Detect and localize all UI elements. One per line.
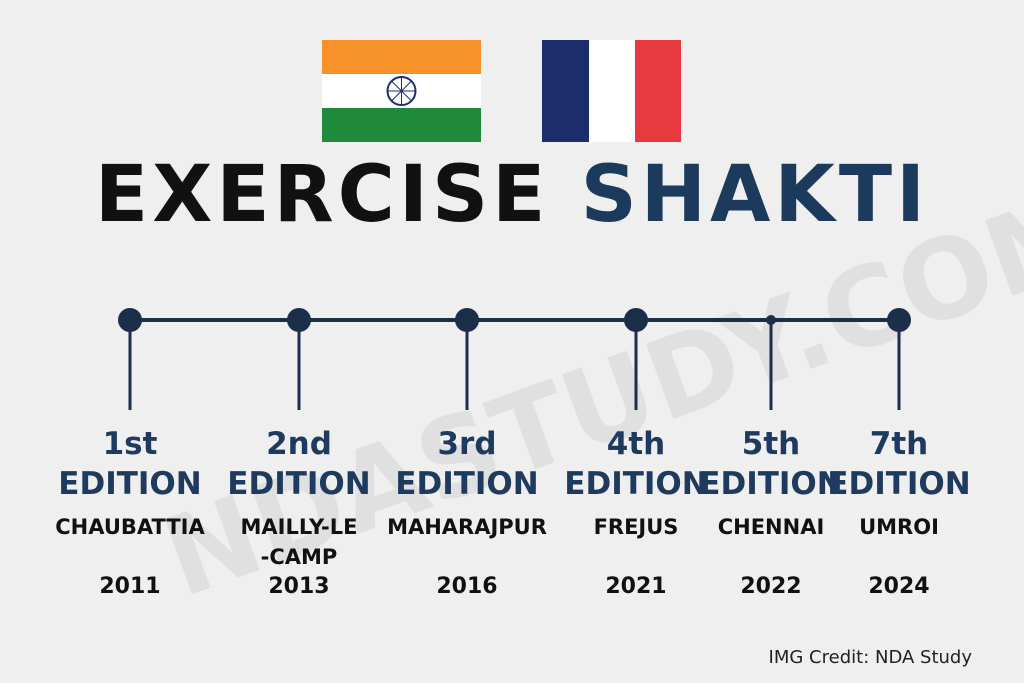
item-year: 2024: [868, 574, 930, 599]
item-year: 2021: [605, 574, 667, 599]
credit: IMG Credit: NDA Study: [768, 647, 972, 668]
item-place: CHAUBATTIA: [55, 515, 205, 539]
dot: [118, 308, 142, 332]
india-flag: [322, 40, 481, 142]
france-flag: [542, 40, 681, 142]
item-year: 2013: [268, 574, 330, 599]
item-label: EDITION: [58, 466, 202, 502]
title-part: SHAKTI: [580, 150, 930, 240]
item-place: MAHARAJPUR: [387, 515, 547, 539]
timeline-item: 7th EDITION UMROI 2024: [814, 424, 984, 599]
dot: [766, 315, 776, 325]
dot: [287, 308, 311, 332]
timeline: [118, 308, 911, 410]
timeline-item: 4th EDITION FREJUS 2021: [551, 424, 721, 599]
timeline-item: 5th EDITION CHENNAI 2022: [686, 424, 856, 599]
item-label: EDITION: [227, 466, 371, 502]
item-label: EDITION: [564, 466, 708, 502]
item-year: 2016: [436, 574, 498, 599]
item-place: CHENNAI: [717, 515, 825, 539]
item-label: EDITION: [827, 466, 971, 502]
item-number: 2nd: [266, 426, 332, 462]
item-number: 7th: [869, 426, 929, 462]
item-place: MAILLY-LE -CAMP: [240, 515, 358, 569]
item-number: 4th: [606, 426, 666, 462]
item-year: 2011: [99, 574, 161, 599]
timeline-item: 1st EDITION CHAUBATTIA 2011: [45, 424, 215, 599]
dot: [455, 308, 479, 332]
item-year: 2022: [740, 574, 802, 599]
item-number: 1st: [102, 426, 158, 462]
dot: [887, 308, 911, 332]
item-number: 3rd: [437, 426, 497, 462]
dot: [624, 308, 648, 332]
item-label: EDITION: [395, 466, 539, 502]
item-number: 5th: [741, 426, 801, 462]
title: EXERCISE SHAKTI: [0, 150, 1024, 240]
item-place: FREJUS: [593, 515, 679, 539]
item-label: EDITION: [699, 466, 843, 502]
timeline-item: 2nd EDITION MAILLY-LE -CAMP 2013: [214, 424, 384, 599]
title-part: EXERCISE: [94, 150, 550, 240]
timeline-item: 3rd EDITION MAHARAJPUR 2016: [382, 424, 552, 599]
item-place: UMROI: [859, 515, 939, 539]
